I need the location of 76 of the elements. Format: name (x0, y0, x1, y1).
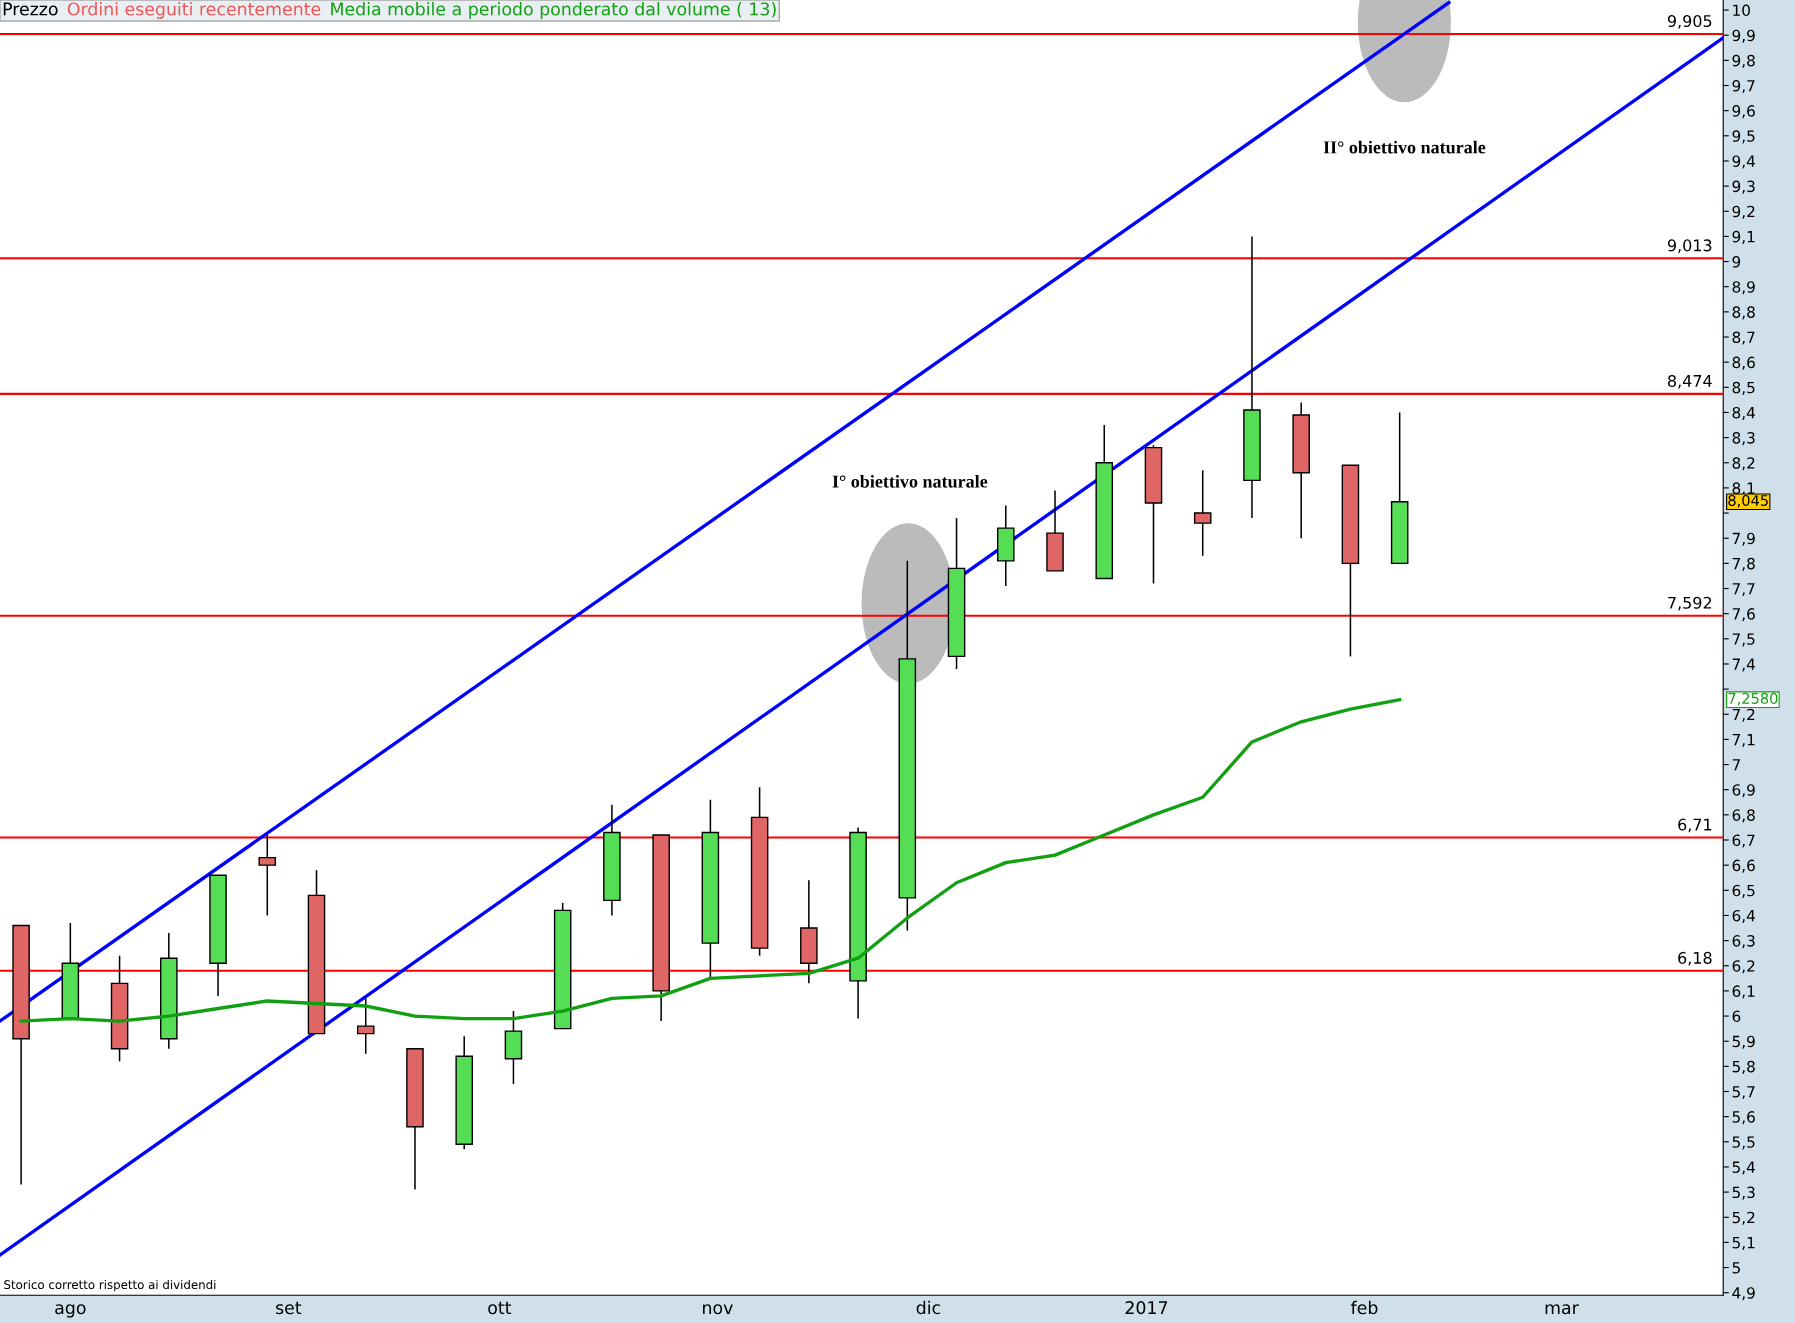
y-tick-label: 7 (1732, 759, 1740, 771)
x-tick-label: feb (1350, 1300, 1378, 1315)
candlestick (1193, 469, 1212, 557)
x-tick-label: dic (916, 1300, 941, 1315)
y-tick-label: 9,8 (1732, 54, 1755, 68)
y-tick-label: 6,1 (1732, 985, 1755, 999)
y-tick-label: 5,4 (1732, 1161, 1755, 1175)
y-tick-label: 5,5 (1732, 1136, 1755, 1150)
y-tick-label: 6,8 (1732, 809, 1755, 823)
y-tick-label: 9,9 (1732, 29, 1755, 43)
y-tick-label: 8,5 (1732, 381, 1755, 395)
y-tick-label: 5,6 (1732, 1111, 1755, 1125)
y-tick-label: 7,9 (1732, 532, 1755, 546)
y-tick-label: 9,2 (1732, 205, 1755, 219)
text: Prezzo (3, 2, 58, 16)
y-tick-label: 8,1 (1732, 482, 1755, 496)
x-tick-label: ott (488, 1301, 512, 1315)
y-tick-label: 8,3 (1732, 432, 1755, 446)
y-tick-label: 8,8 (1732, 306, 1755, 320)
candlestick (258, 834, 277, 917)
x-tick-label: set (276, 1301, 302, 1315)
y-tick-label: 10 (1733, 4, 1750, 17)
ref-line-label: 8,474 (1668, 374, 1712, 389)
y-tick-label: 7,5 (1732, 633, 1755, 647)
annotation: Storico corretto rispetto ai dividendi (4, 1279, 216, 1292)
y-tick-label: 8,2 (1732, 457, 1755, 471)
y-tick-label: 4,9 (1732, 1287, 1755, 1301)
y-tick-label: 6,3 (1732, 935, 1755, 949)
y-tick-label: 8,9 (1732, 281, 1755, 295)
y-tick-label: 9,5 (1732, 130, 1755, 144)
ref-line-label: 9,905 (1667, 15, 1712, 29)
y-tick-label: 9,7 (1732, 79, 1755, 94)
ref-line-label: 6,71 (1678, 818, 1712, 833)
y-tick-label: 5,2 (1732, 1211, 1755, 1225)
annotation: Ordini eseguiti recentemente (67, 2, 321, 19)
ref-line-label: 6,18 (1678, 951, 1712, 966)
y-tick-label: 9,1 (1732, 230, 1755, 244)
y-tick-label: 8,4 (1732, 406, 1755, 421)
y-tick-label: 6,4 (1732, 909, 1755, 924)
y-tick-label: 7,4 (1732, 658, 1755, 672)
y-tick-label: 9,3 (1732, 180, 1755, 194)
y-tick-label: 6 (1732, 1010, 1741, 1023)
y-tick-label: 6,6 (1732, 859, 1755, 873)
x-tick-label: mar (1545, 1304, 1579, 1315)
y-tick-label: 9,4 (1732, 155, 1755, 169)
y-tick-label: 5,7 (1732, 1086, 1755, 1100)
candlestick (356, 997, 375, 1055)
y-tick-label: 6,2 (1732, 960, 1755, 974)
text: 8,045 (1728, 494, 1768, 508)
y-tick-label: 7,2 (1732, 708, 1755, 722)
y-tick-label: 6,5 (1732, 884, 1755, 898)
y-tick-label: 5,9 (1732, 1035, 1755, 1049)
x-tick-label: 2017 (1125, 1301, 1168, 1315)
y-tick-label: 5,3 (1732, 1186, 1755, 1200)
y-tick-label: 6,9 (1732, 784, 1755, 798)
ref-line-label: 9,013 (1667, 239, 1712, 254)
text: Media mobile a periodo ponderato dal volume ( 13) (331, 2, 776, 19)
y-tick-label: 9,6 (1732, 105, 1755, 119)
y-tick-label: 7,8 (1732, 557, 1755, 571)
annotation: II° obiettivo naturale (1323, 140, 1486, 154)
y-tick-label: 6,7 (1732, 834, 1755, 848)
x-tick-label: ago (55, 1304, 86, 1318)
y-tick-label: 5,1 (1732, 1237, 1755, 1250)
y-tick-label: 8,6 (1732, 356, 1755, 370)
text: 7,2580 (1728, 692, 1778, 706)
y-tick-label: 7,1 (1732, 734, 1755, 747)
ref-line-label: 7,592 (1668, 596, 1712, 611)
y-tick-label: 5,8 (1732, 1060, 1755, 1074)
y-tick-label: 7,6 (1732, 608, 1755, 622)
y-tick-label: 9 (1732, 256, 1741, 268)
y-tick-label: 8,7 (1732, 331, 1755, 345)
y-tick-label: 5 (1732, 1262, 1740, 1274)
y-tick-label: 7,7 (1732, 583, 1755, 597)
x-tick-label: nov (703, 1304, 733, 1315)
annotation: I° obiettivo naturale (832, 474, 988, 488)
line-series (19, 698, 1402, 1023)
